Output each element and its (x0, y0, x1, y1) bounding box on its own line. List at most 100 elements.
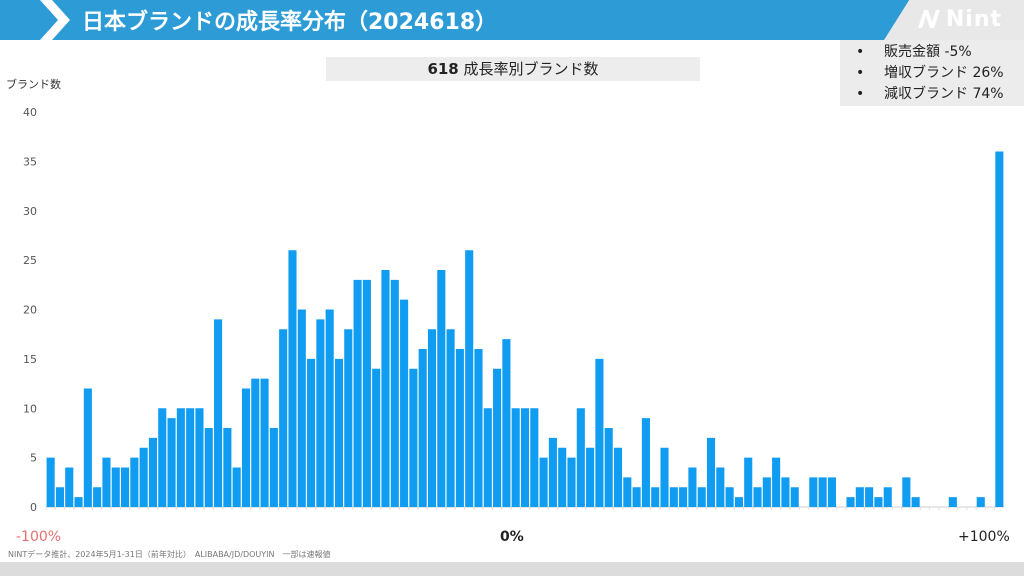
histogram-bar (334, 358, 344, 508)
y-tick-label: 40 (23, 106, 37, 119)
bullet-icon: • (856, 86, 865, 102)
histogram-bar (809, 477, 818, 508)
histogram-bar (576, 408, 585, 507)
summary-item: • 増収ブランド 26% (856, 63, 1024, 84)
logo-text: Nint (945, 6, 1002, 32)
histogram-bar (865, 487, 874, 507)
histogram-bar (911, 497, 920, 508)
histogram-bar (251, 378, 260, 508)
histogram-bar (241, 388, 251, 507)
brand-logo: Nint (916, 6, 1002, 32)
histogram-bar (446, 329, 455, 507)
histogram-bar (530, 408, 539, 507)
histogram-bar (288, 250, 297, 507)
histogram-bar (716, 467, 725, 507)
y-tick-label: 5 (30, 452, 37, 465)
summary-item-text: 販売金額 -5% (884, 44, 972, 60)
summary-item-text: 増収ブランド 26% (884, 65, 1004, 81)
histogram-bar (688, 467, 697, 507)
histogram-bar (567, 457, 576, 508)
histogram-bar (827, 477, 836, 508)
histogram-bar (65, 467, 74, 507)
page-title: 日本ブランドの成長率分布（2024618） (82, 10, 498, 35)
histogram-bar (418, 349, 427, 507)
histogram-bar (55, 487, 64, 507)
histogram-bar (381, 270, 390, 507)
histogram-bar (511, 408, 520, 507)
y-axis-title: ブランド数 (6, 78, 61, 91)
histogram-bar (223, 428, 232, 507)
histogram-bar (772, 457, 781, 508)
histogram-bar (46, 457, 55, 508)
histogram-bar (883, 487, 892, 507)
histogram-bar (520, 408, 530, 507)
histogram-bar (279, 329, 288, 507)
nint-logo-icon (917, 10, 940, 28)
histogram-bar (818, 477, 827, 508)
histogram-bar (465, 250, 474, 507)
summary-item-text: 減収ブランド 74% (884, 86, 1004, 102)
histogram-bar (679, 487, 688, 507)
histogram-bar (74, 497, 83, 508)
histogram-bar (855, 487, 864, 507)
histogram-bar (948, 497, 957, 508)
histogram-bar (204, 428, 213, 507)
y-tick-label: 0 (30, 501, 37, 514)
histogram-bar (260, 378, 269, 508)
histogram-bar (623, 477, 632, 508)
histogram-bar (214, 319, 223, 508)
histogram-bar (297, 309, 306, 507)
histogram-bar (558, 447, 567, 507)
histogram-bar (232, 467, 241, 507)
histogram-bar (604, 428, 613, 507)
histogram-bar (316, 319, 325, 508)
histogram-bar (902, 477, 911, 508)
histogram-bar (427, 329, 437, 507)
histogram-bar (102, 457, 111, 508)
histogram-bar (744, 457, 753, 508)
histogram-bar (781, 477, 790, 508)
histogram-bar (362, 279, 371, 508)
histogram-bar (372, 368, 381, 507)
histogram-bar (474, 349, 483, 507)
histogram-bar (586, 447, 595, 507)
histogram-bar (725, 487, 734, 507)
logo-area (884, 0, 1024, 40)
histogram-bar (455, 349, 464, 507)
bullet-icon: • (856, 65, 865, 81)
histogram-bar (139, 447, 148, 507)
histogram-bar (186, 408, 195, 507)
histogram-bar (409, 368, 418, 507)
y-tick-label: 10 (23, 402, 37, 415)
summary-list: • 販売金額 -5% • 増収ブランド 26% • 減収ブランド 74% (840, 40, 1024, 105)
histogram-bar (195, 408, 204, 507)
histogram-bar (660, 447, 669, 507)
y-tick-label: 25 (23, 254, 37, 267)
histogram-bar (697, 487, 706, 507)
histogram-bar (790, 487, 799, 507)
histogram-bar (130, 457, 139, 508)
bottom-bar (0, 562, 1024, 576)
x-tick-label-max: +100% (958, 529, 1010, 545)
histogram-bar (976, 497, 985, 508)
chart-title-count: 618 (427, 60, 459, 78)
y-tick-label: 35 (23, 155, 37, 168)
histogram-bar (548, 437, 557, 508)
x-tick-label-min: -100% (16, 529, 62, 545)
histogram-bar (539, 457, 548, 508)
histogram-bar (493, 368, 502, 507)
histogram-bar (400, 299, 409, 508)
histogram-bar (669, 487, 678, 507)
summary-box: • 販売金額 -5% • 増収ブランド 26% • 減収ブランド 74% (840, 40, 1024, 106)
chart-title-label: 成長率別ブランド数 (463, 60, 599, 78)
summary-item: • 減収ブランド 74% (856, 84, 1024, 105)
histogram-bar (83, 388, 92, 507)
histogram-bar (874, 497, 883, 508)
histogram-bar (846, 497, 855, 508)
histogram-bar (148, 437, 158, 508)
histogram-bar (390, 279, 399, 508)
histogram-bar (167, 418, 176, 508)
histogram-bar (353, 279, 362, 508)
histogram-bar (706, 437, 716, 508)
histogram-bar (269, 428, 278, 507)
